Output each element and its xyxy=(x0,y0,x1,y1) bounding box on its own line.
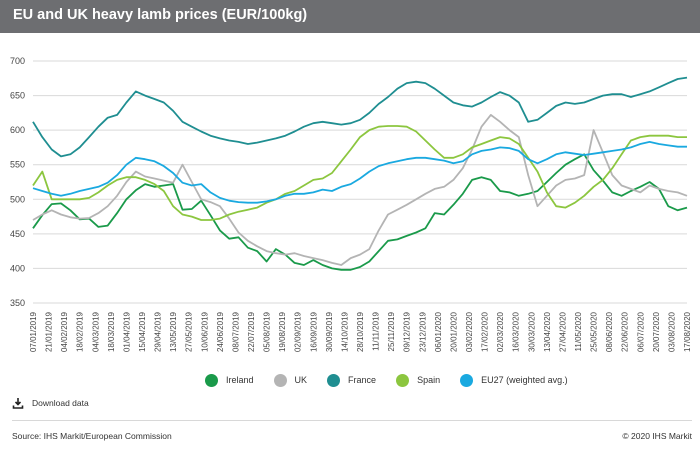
legend-item[interactable]: EU27 (weighted avg.) xyxy=(460,373,568,387)
x-tick-label: 04/02/2019 xyxy=(60,311,69,352)
legend-swatch xyxy=(460,373,474,387)
x-tick-label: 01/04/2019 xyxy=(122,311,131,352)
download-icon xyxy=(12,398,24,409)
x-tick-label: 30/03/2020 xyxy=(527,311,536,352)
series-line-eu27-weighted-avg xyxy=(32,140,687,204)
x-tick-label: 09/12/2019 xyxy=(403,311,412,352)
x-tick-label: 30/09/2019 xyxy=(325,311,334,352)
x-tick-label: 21/01/2019 xyxy=(45,311,54,352)
x-tick-label: 24/06/2019 xyxy=(216,311,225,352)
legend-swatch xyxy=(327,373,341,387)
x-tick-label: 28/10/2019 xyxy=(356,311,365,352)
legend-label: EU27 (weighted avg.) xyxy=(481,375,568,385)
y-tick-label: 650 xyxy=(10,91,25,101)
y-tick-label: 700 xyxy=(10,56,25,66)
x-tick-label: 08/07/2019 xyxy=(231,311,240,352)
x-tick-label: 07/01/2019 xyxy=(29,311,38,352)
x-tick-label: 23/12/2019 xyxy=(418,311,427,352)
legend-swatch xyxy=(273,373,287,387)
legend-label: UK xyxy=(294,375,308,385)
x-tick-label: 22/06/2020 xyxy=(621,311,630,352)
x-tick-label: 20/07/2020 xyxy=(652,311,661,352)
series-line-spain xyxy=(32,125,687,221)
x-tick-label: 15/04/2019 xyxy=(138,311,147,352)
y-tick-label: 500 xyxy=(10,194,25,204)
title-bar: EU and UK heavy lamb prices (EUR/100kg) xyxy=(0,0,700,33)
legend-label: Spain xyxy=(417,375,441,385)
y-tick-label: 600 xyxy=(10,125,25,135)
x-tick-label: 13/05/2019 xyxy=(169,311,178,352)
y-tick-label: 350 xyxy=(10,298,25,308)
x-tick-label: 17/08/2020 xyxy=(683,311,692,352)
series-line-france xyxy=(32,76,688,158)
x-tick-label: 20/01/2020 xyxy=(449,311,458,352)
x-tick-label: 02/03/2020 xyxy=(496,311,505,352)
x-tick-label: 10/06/2019 xyxy=(200,311,209,352)
series-line-ireland xyxy=(32,153,688,271)
x-tick-label: 18/02/2019 xyxy=(76,311,85,352)
x-tick-label: 11/05/2020 xyxy=(574,311,583,351)
legend-item[interactable]: Ireland xyxy=(205,373,254,387)
x-tick-label: 19/08/2019 xyxy=(278,311,287,352)
x-tick-label: 08/06/2020 xyxy=(605,311,614,352)
x-tick-label: 17/02/2020 xyxy=(481,311,490,352)
x-tick-label: 06/07/2020 xyxy=(636,311,645,352)
x-tick-label: 27/04/2020 xyxy=(558,311,567,352)
y-tick-label: 450 xyxy=(10,229,25,239)
x-tick-label: 16/09/2019 xyxy=(309,311,318,352)
copyright-note: © 2020 IHS Markit xyxy=(622,431,692,441)
source-note: Source: IHS Markit/European Commission xyxy=(12,431,172,441)
x-tick-label: 04/03/2019 xyxy=(91,311,100,352)
x-tick-label: 16/03/2020 xyxy=(512,311,521,352)
x-tick-label: 18/03/2019 xyxy=(107,311,116,352)
x-tick-label: 25/05/2020 xyxy=(590,311,599,352)
x-tick-label: 06/01/2020 xyxy=(434,311,443,352)
download-data-label: Download data xyxy=(32,398,89,408)
x-tick-label: 13/04/2020 xyxy=(543,311,552,352)
legend-label: France xyxy=(348,375,377,385)
y-tick-label: 400 xyxy=(10,263,25,273)
x-tick-label: 25/11/2019 xyxy=(387,311,396,351)
x-tick-label: 22/07/2019 xyxy=(247,311,256,352)
chart-title: EU and UK heavy lamb prices (EUR/100kg) xyxy=(13,7,308,23)
x-tick-label: 05/08/2019 xyxy=(263,311,272,352)
x-tick-label: 11/11/2019 xyxy=(372,311,381,350)
chart-legend: Ireland UK France Spain EU27 (weighted avg.) xyxy=(205,372,588,388)
x-tick-label: 27/05/2019 xyxy=(185,311,194,352)
x-tick-label: 02/09/2019 xyxy=(294,311,303,352)
x-tick-label: 03/02/2020 xyxy=(465,311,474,352)
x-tick-label: 03/08/2020 xyxy=(667,311,676,352)
series-line-uk xyxy=(32,114,688,266)
legend-swatch xyxy=(396,373,410,387)
legend-swatch xyxy=(205,373,218,387)
legend-item[interactable]: France xyxy=(327,373,377,387)
legend-item[interactable]: UK xyxy=(273,373,308,387)
legend-item[interactable]: Spain xyxy=(396,373,441,387)
x-tick-label: 29/04/2019 xyxy=(154,311,163,352)
footer-divider xyxy=(12,420,692,421)
legend-label: Ireland xyxy=(226,375,254,385)
x-tick-label: 14/10/2019 xyxy=(340,311,349,352)
download-data-button[interactable]: Download data xyxy=(12,397,89,409)
y-tick-label: 550 xyxy=(10,160,25,170)
